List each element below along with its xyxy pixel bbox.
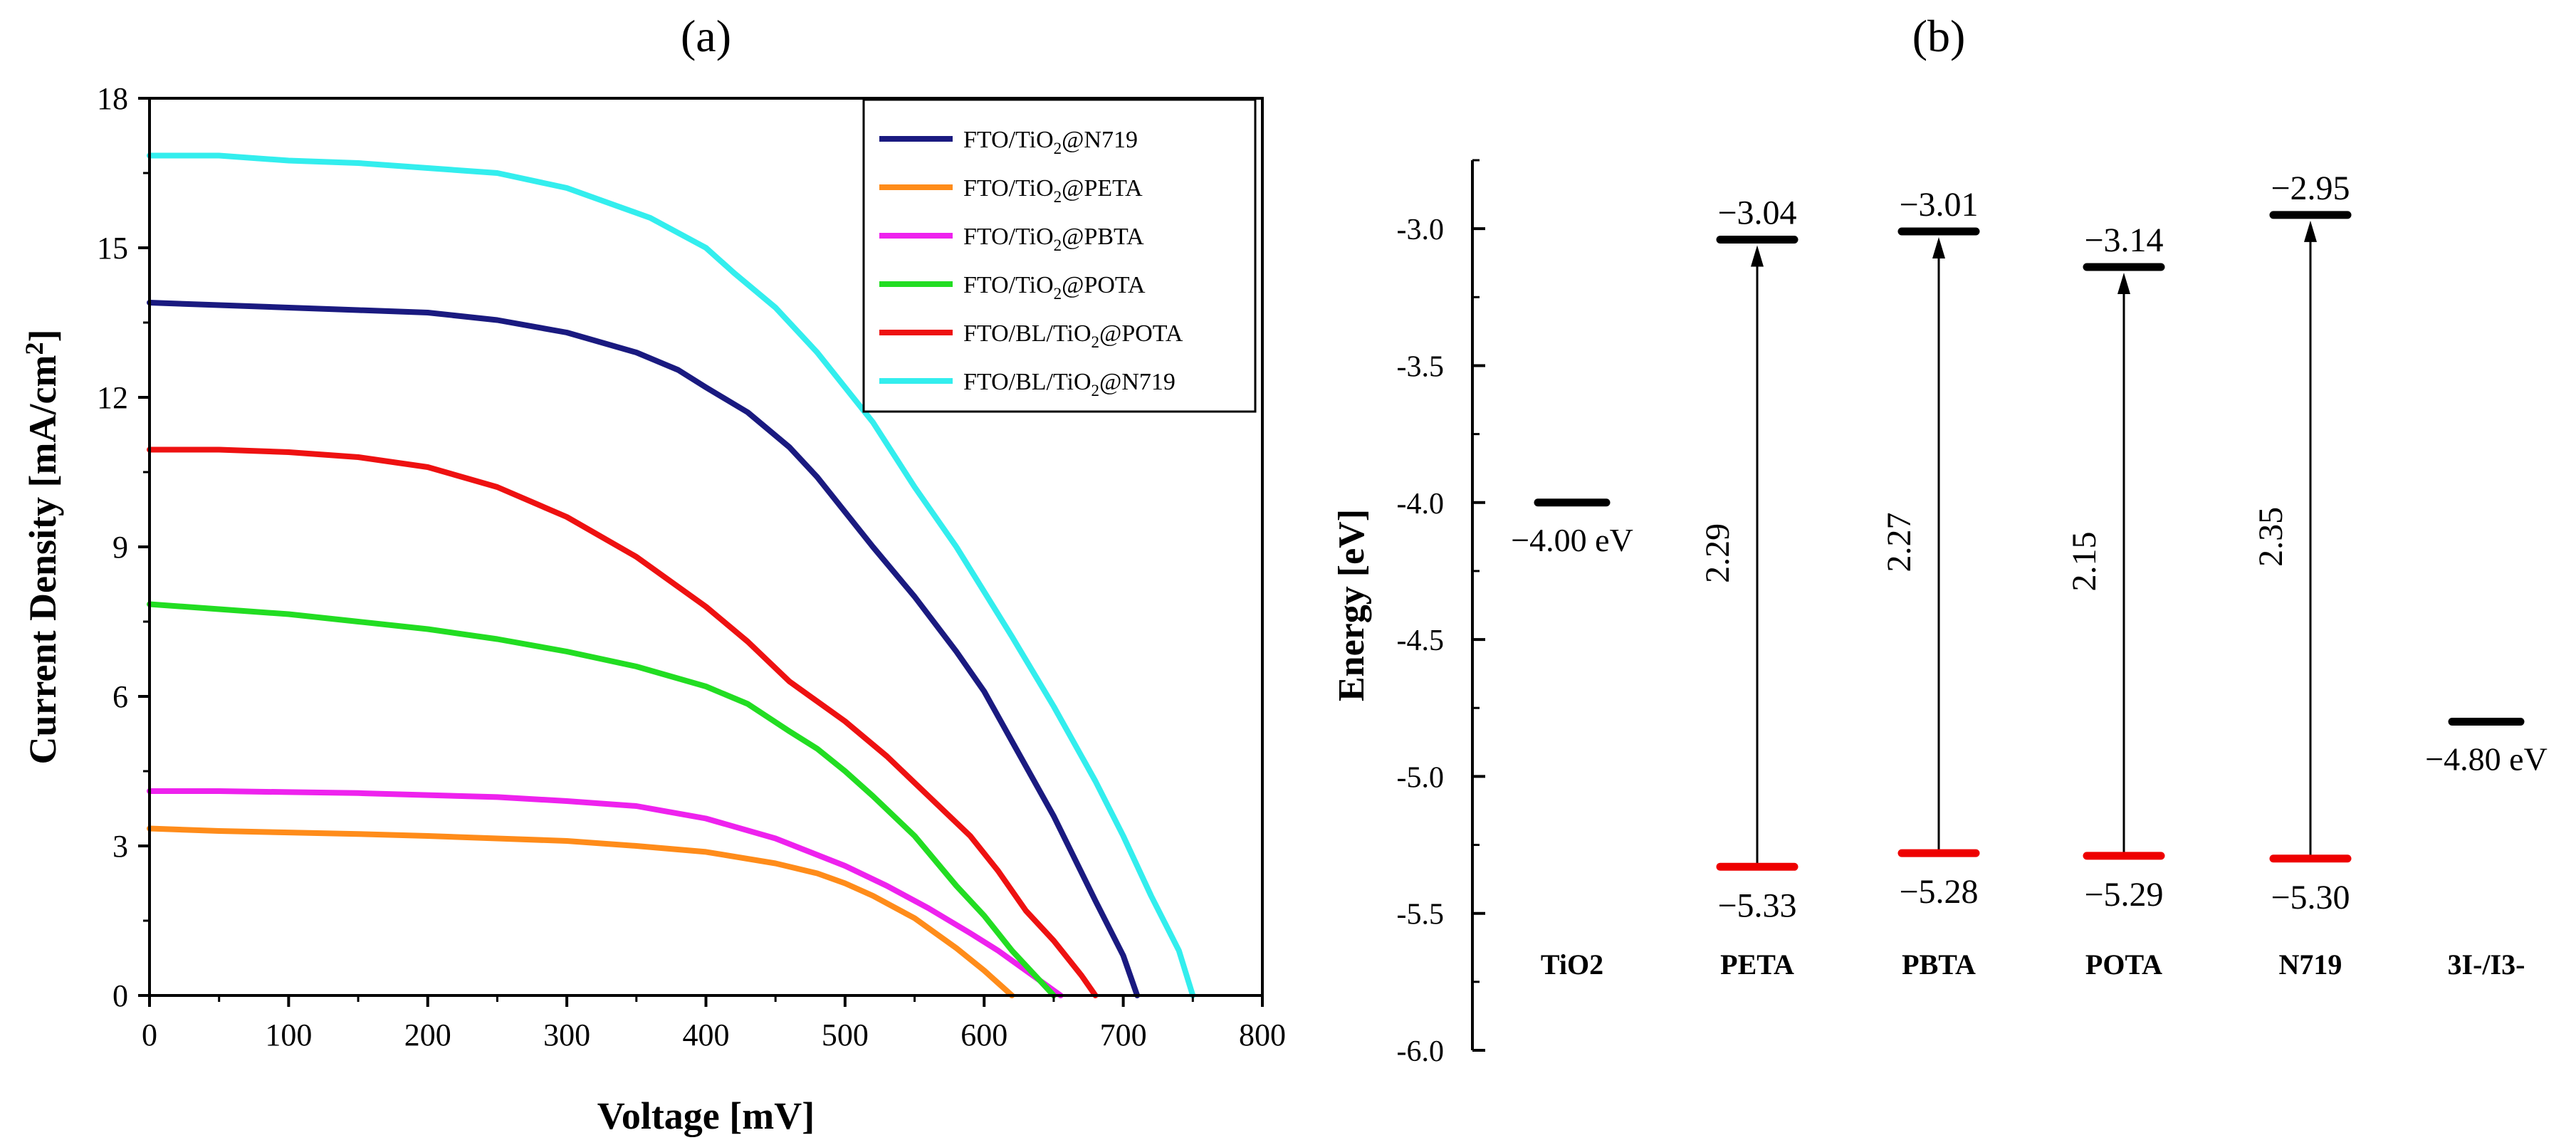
transition-arrow-head	[1932, 237, 1945, 258]
x-tick-label: 0	[142, 1018, 157, 1052]
series-line-5	[147, 152, 1196, 998]
category-label: N719	[2279, 948, 2342, 981]
legend-text: FTO/BL/TiO	[963, 320, 1091, 347]
legend-text: @POTA	[1099, 320, 1183, 347]
x-tick-label: 400	[683, 1018, 730, 1052]
y-axis-label: Current Density [mA/cm2]	[20, 330, 64, 765]
legend-subscript: 2	[1054, 236, 1062, 254]
series-line-3	[147, 601, 1057, 998]
homo-value-label: −5.28	[1899, 873, 1978, 911]
legend-text: FTO/TiO	[963, 175, 1054, 202]
y-tick-label: -3.5	[1397, 350, 1445, 383]
y-tick-label: -4.0	[1397, 488, 1445, 521]
band-gap-label: 2.29	[1699, 523, 1737, 583]
legend-entry: FTO/TiO2@POTA	[963, 272, 1146, 303]
legend-text: @N719	[1099, 369, 1176, 395]
series-line-4	[147, 446, 1099, 998]
transition-arrow-head	[2304, 220, 2317, 242]
y-tick-label: 3	[112, 829, 128, 864]
x-tick-label: 600	[960, 1018, 1007, 1052]
legend-entry: FTO/TiO2@N719	[963, 127, 1138, 157]
panel-b-energy-diagram: (b) -6.0 -5.5 -5.0 -4.5 -4.0 -3.5 -3.0 Energy [e…	[1331, 11, 2548, 1068]
category-label: TiO2	[1541, 948, 1603, 981]
y-tick-label: 9	[112, 530, 128, 565]
energy-level-label: −4.00 eV	[1511, 522, 1633, 558]
legend-subscript: 2	[1054, 188, 1062, 206]
legend-subscript: 2	[1054, 140, 1062, 157]
y-tick-label: -5.5	[1397, 899, 1445, 931]
legend-text: FTO/TiO	[963, 127, 1054, 153]
x-tick-label: 300	[543, 1018, 590, 1052]
y-tick-label: -4.5	[1397, 624, 1445, 657]
legend-entry: FTO/TiO2@PBTA	[963, 224, 1144, 254]
lumo-value-label: −3.01	[1899, 186, 1978, 224]
x-tick-label: 700	[1100, 1018, 1147, 1052]
legend-text: FTO/BL/TiO	[963, 369, 1091, 395]
y-axis-label-sup: 2	[20, 343, 48, 355]
homo-value-label: −5.29	[2084, 876, 2163, 914]
legend-text: FTO/TiO	[963, 224, 1054, 250]
y-tick-label: -3.0	[1397, 214, 1445, 246]
y-tick-label: -5.0	[1397, 761, 1445, 794]
panel-a-label: (a)	[681, 11, 731, 61]
panel-a-jv-chart: (a) 0 100 200 300 400 500 600 700 800 0 3 6 9 12 15 18 Vo…	[20, 11, 1286, 1137]
x-tick-label: 800	[1239, 1018, 1286, 1052]
x-tick-label: 200	[404, 1018, 451, 1052]
legend-subscript: 2	[1054, 285, 1062, 303]
energy-level-label: −4.80 eV	[2425, 741, 2548, 777]
legend: FTO/TiO2@N719FTO/TiO2@PETAFTO/TiO2@PBTAF…	[862, 98, 1257, 413]
legend-text: @N719	[1062, 127, 1138, 153]
homo-value-label: −5.33	[1717, 887, 1796, 924]
legend-subscript: 2	[1091, 382, 1100, 399]
y-tick-label: 18	[97, 81, 128, 116]
y-tick-label: -6.0	[1397, 1035, 1445, 1068]
x-axis-label: Voltage [mV]	[597, 1094, 815, 1137]
band-gap-label: 2.35	[2252, 507, 2290, 567]
legend-text: @POTA	[1062, 272, 1146, 298]
band-gap-label: 2.27	[1880, 513, 1918, 572]
legend-entry: FTO/BL/TiO2@POTA	[963, 320, 1183, 351]
y-tick-label: 15	[97, 231, 128, 266]
category-label: 3I-/I3-	[2448, 948, 2525, 981]
category-label: PETA	[1720, 948, 1794, 981]
y-axis-label: Energy [eV]	[1331, 509, 1372, 701]
x-tick-label: 500	[822, 1018, 869, 1052]
x-tick-label: 100	[265, 1018, 312, 1052]
lumo-value-label: −3.04	[1717, 194, 1796, 232]
legend-entry: FTO/TiO2@PETA	[963, 175, 1143, 206]
band-gap-label: 2.15	[2065, 531, 2103, 591]
y-axis-label-main: Current Density [mA/cm	[21, 355, 64, 765]
panel-b-label: (b)	[1912, 11, 1966, 61]
category-label: PBTA	[1902, 948, 1976, 981]
transition-arrow-head	[1751, 245, 1764, 267]
legend-subscript: 2	[1091, 333, 1100, 351]
lumo-value-label: −2.95	[2271, 169, 2350, 207]
y-axis-label-end: ]	[21, 330, 64, 343]
legend-text: FTO/TiO	[963, 272, 1054, 298]
y-tick-label: 6	[112, 679, 128, 714]
legend-text: @PBTA	[1062, 224, 1144, 250]
series-line-2	[147, 788, 1064, 998]
series-line-1	[147, 825, 1015, 998]
y-tick-label: 0	[112, 978, 128, 1013]
legend-text: @PETA	[1062, 175, 1143, 202]
y-tick-label: 12	[97, 380, 128, 415]
lumo-value-label: −3.14	[2084, 221, 2163, 259]
legend-entry: FTO/BL/TiO2@N719	[963, 369, 1176, 399]
transition-arrow-head	[2117, 273, 2130, 294]
series-line-0	[147, 300, 1141, 998]
legend-box	[862, 98, 1257, 413]
homo-value-label: −5.30	[2271, 879, 2350, 916]
category-label: POTA	[2085, 948, 2162, 981]
